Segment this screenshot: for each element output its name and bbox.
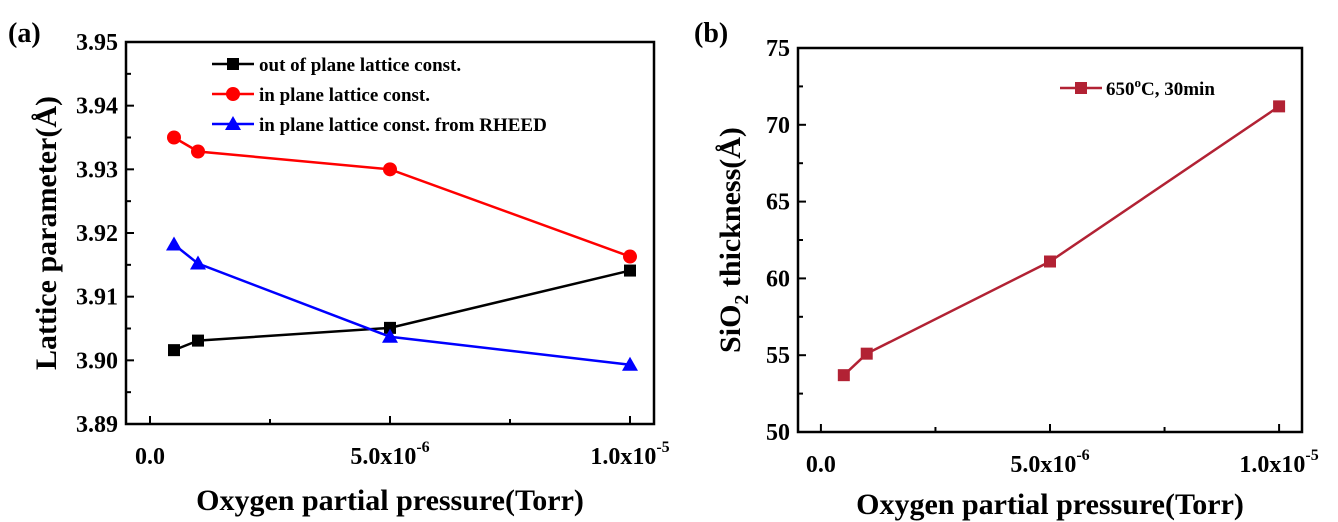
panel-a-legend: out of plane lattice const. in plane lat… bbox=[212, 55, 547, 136]
legend-marker-circle bbox=[226, 87, 240, 101]
y-tick-label: 55 bbox=[766, 343, 790, 369]
y-tick-label: 3.95 bbox=[76, 30, 118, 56]
data-point-triangle bbox=[190, 255, 206, 270]
series-line-2 bbox=[173, 136, 631, 258]
panel-a-y-tick-labels: 3.89 3.90 3.91 3.92 3.93 3.94 3.95 bbox=[76, 30, 118, 438]
panel-a-y-axis-title: Lattice parameter(Å) bbox=[30, 96, 63, 370]
data-point-square bbox=[860, 347, 873, 360]
panel-a-x-axis-title: Oxygen partial pressure(Torr) bbox=[196, 484, 584, 517]
x-tick-label: 1.0x10-5 bbox=[590, 439, 669, 470]
legend-label-650c: 650oC, 30min bbox=[1106, 75, 1215, 100]
legend-label-degree: o bbox=[1135, 75, 1142, 90]
legend-label-650c-text: 650 bbox=[1106, 79, 1135, 100]
data-point-square bbox=[192, 334, 204, 347]
panel-b: (b) 50 55 60 65 70 75 0.0 5.0x10-6 1.0x10-5 650… bbox=[694, 18, 1319, 521]
x-tick-label-base: 5.0x10 bbox=[350, 444, 416, 470]
x-tick-label-exponent: -6 bbox=[416, 439, 429, 456]
panel-b-series bbox=[837, 100, 1286, 382]
series-line-1 bbox=[842, 105, 1280, 377]
x-tick-label-base: 1.0x10 bbox=[590, 444, 656, 470]
data-point-square bbox=[837, 369, 850, 382]
y-tick-label: 50 bbox=[766, 420, 790, 446]
legend-label-rheed: in plane lattice const. from RHEED bbox=[259, 115, 547, 136]
x-tick-label-base: 0.0 bbox=[135, 444, 165, 470]
x-tick-label-base: 0.0 bbox=[806, 452, 836, 478]
data-point-square bbox=[624, 264, 636, 277]
panel-a-label: (a) bbox=[8, 18, 41, 49]
x-tick-label-base: 5.0x10 bbox=[1010, 452, 1076, 478]
data-point-circle bbox=[191, 144, 205, 159]
legend-entry-in-plane: in plane lattice const. bbox=[212, 85, 430, 106]
panel-b-y-tick-labels: 50 55 60 65 70 75 bbox=[766, 36, 790, 446]
legend-entry-out-of-plane: out of plane lattice const. bbox=[212, 55, 461, 76]
panel-b-legend: 650oC, 30min bbox=[1060, 75, 1215, 100]
data-point-square bbox=[384, 321, 396, 334]
panel-b-x-axis-title: Oxygen partial pressure(Torr) bbox=[856, 488, 1244, 521]
x-tick-label: 0.0 bbox=[806, 452, 836, 478]
panel-a-series bbox=[166, 130, 638, 371]
x-tick-label: 5.0x10-6 bbox=[350, 439, 429, 470]
data-point-triangle bbox=[166, 236, 182, 251]
y-tick-label: 70 bbox=[766, 113, 790, 139]
y-tick-label: 3.89 bbox=[76, 412, 118, 438]
panel-b-y-axis-title: SiO2 thickness(Å) bbox=[714, 127, 753, 353]
data-point-triangle bbox=[622, 356, 638, 371]
x-tick-label: 5.0x10-6 bbox=[1010, 447, 1089, 478]
data-point-circle bbox=[383, 162, 397, 177]
data-point-circle bbox=[623, 249, 637, 264]
legend-marker-triangle bbox=[225, 116, 241, 130]
panel-b-ticks bbox=[798, 47, 1281, 433]
panel-b-label: (b) bbox=[694, 18, 728, 49]
legend-marker-square bbox=[227, 58, 239, 70]
x-tick-label-exponent: -5 bbox=[1305, 447, 1318, 464]
series-line-3 bbox=[173, 243, 631, 367]
legend-label-in-plane: in plane lattice const. bbox=[259, 85, 430, 106]
panel-a-ticks bbox=[126, 41, 631, 425]
x-tick-label-exponent: -5 bbox=[656, 439, 669, 456]
y-tick-label: 3.90 bbox=[76, 348, 118, 374]
panel-b-y-axis-title-rest: thickness(Å) bbox=[714, 127, 747, 295]
panel-a-x-tick-labels: 0.0 5.0x10-6 1.0x10-5 bbox=[135, 439, 670, 470]
y-tick-label: 65 bbox=[766, 190, 790, 216]
y-tick-label: 75 bbox=[766, 36, 790, 62]
data-point-circle bbox=[167, 130, 181, 145]
y-tick-label: 3.92 bbox=[76, 221, 118, 247]
x-tick-label-base: 1.0x10 bbox=[1239, 452, 1305, 478]
panel-b-x-tick-labels: 0.0 5.0x10-6 1.0x10-5 bbox=[806, 447, 1319, 478]
legend-label-650c-rest: C, 30min bbox=[1141, 79, 1215, 100]
x-tick-label-exponent: -6 bbox=[1076, 447, 1089, 464]
legend-marker-square bbox=[1075, 82, 1087, 94]
x-tick-label: 0.0 bbox=[135, 444, 165, 470]
panel-b-y-axis-title-subscript: 2 bbox=[731, 295, 753, 305]
x-tick-label: 1.0x10-5 bbox=[1239, 447, 1318, 478]
panel-b-plot-frame bbox=[796, 46, 1304, 434]
legend-entry-rheed: in plane lattice const. from RHEED bbox=[212, 115, 547, 136]
y-tick-label: 3.91 bbox=[76, 285, 118, 311]
panel-b-y-axis-title-si: SiO bbox=[714, 305, 747, 353]
y-tick-label: 60 bbox=[766, 266, 790, 292]
data-point-square bbox=[1044, 255, 1056, 268]
y-tick-label: 3.94 bbox=[76, 94, 118, 120]
y-tick-label: 3.93 bbox=[76, 157, 118, 183]
data-point-square bbox=[1273, 100, 1286, 113]
data-point-triangle bbox=[382, 328, 398, 343]
legend-label-out-of-plane: out of plane lattice const. bbox=[259, 55, 461, 76]
panel-a: (a) 3.89 3.90 3.91 3.92 3.93 3.94 3.95 0.0 5.0x… bbox=[8, 18, 670, 517]
series-line-1 bbox=[173, 269, 631, 352]
data-point-square bbox=[168, 344, 180, 357]
